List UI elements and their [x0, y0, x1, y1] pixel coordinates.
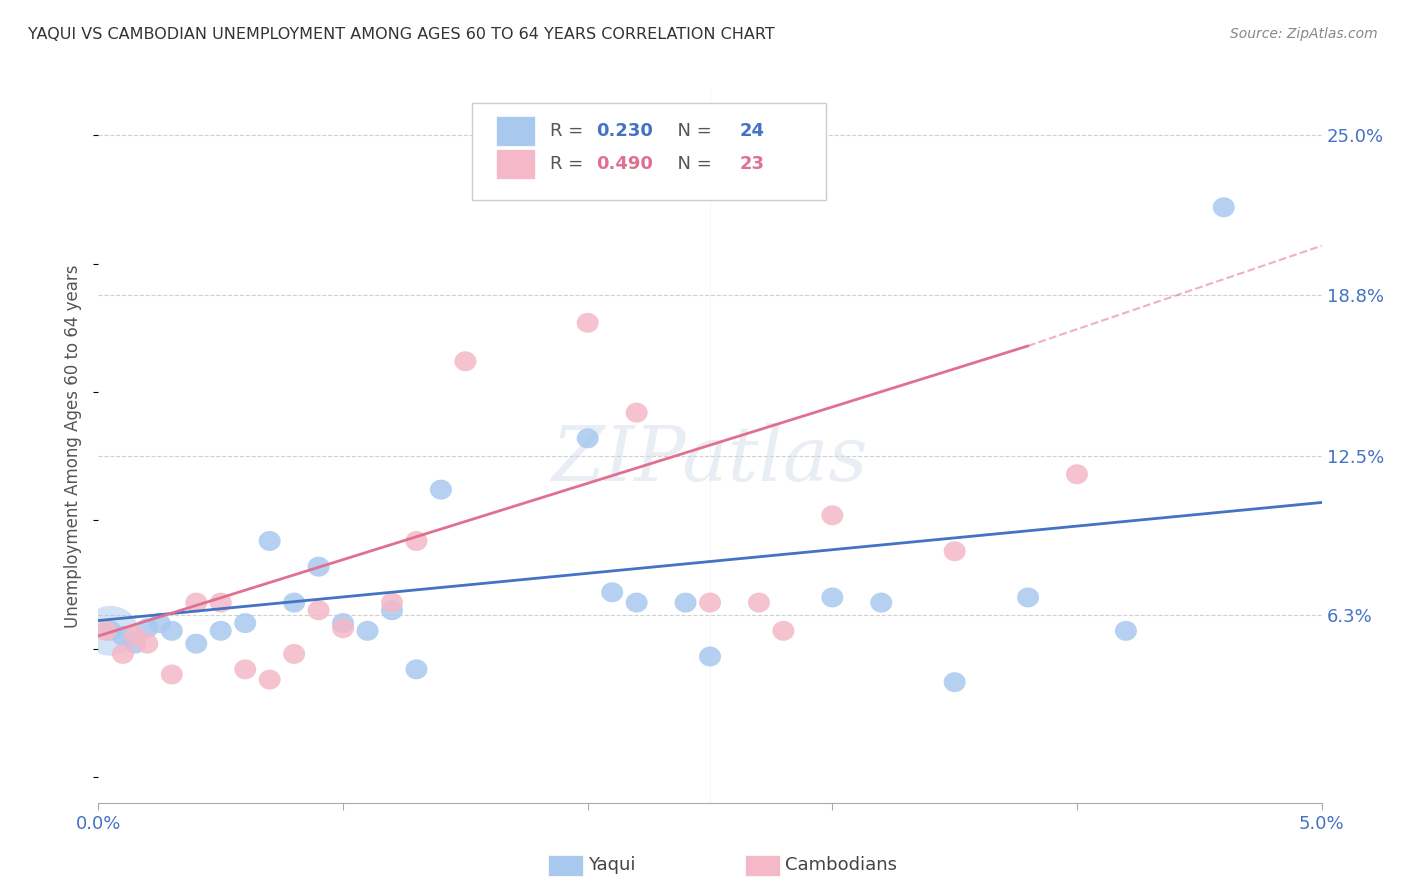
Text: Source: ZipAtlas.com: Source: ZipAtlas.com — [1230, 27, 1378, 41]
Ellipse shape — [235, 659, 256, 680]
Ellipse shape — [112, 644, 134, 664]
Ellipse shape — [454, 351, 477, 371]
Ellipse shape — [381, 592, 404, 613]
Ellipse shape — [405, 531, 427, 551]
Ellipse shape — [124, 626, 146, 646]
Ellipse shape — [699, 647, 721, 666]
Ellipse shape — [124, 633, 146, 654]
Ellipse shape — [209, 621, 232, 640]
Ellipse shape — [186, 592, 207, 613]
FancyBboxPatch shape — [496, 149, 536, 179]
Text: R =: R = — [550, 121, 589, 139]
Text: 0.490: 0.490 — [596, 155, 654, 173]
Ellipse shape — [1115, 621, 1137, 640]
Ellipse shape — [94, 621, 117, 640]
Ellipse shape — [699, 592, 721, 613]
Ellipse shape — [332, 618, 354, 639]
Ellipse shape — [675, 592, 696, 613]
Ellipse shape — [430, 480, 451, 500]
Ellipse shape — [870, 592, 893, 613]
Text: 0.230: 0.230 — [596, 121, 654, 139]
Text: Yaqui: Yaqui — [588, 856, 636, 874]
Ellipse shape — [602, 582, 623, 602]
Text: N =: N = — [666, 155, 717, 173]
Ellipse shape — [821, 588, 844, 607]
Text: 24: 24 — [740, 121, 765, 139]
Ellipse shape — [100, 621, 122, 640]
Ellipse shape — [1017, 588, 1039, 607]
Text: N =: N = — [666, 121, 717, 139]
FancyBboxPatch shape — [471, 103, 827, 200]
Ellipse shape — [283, 644, 305, 664]
Ellipse shape — [357, 621, 378, 640]
Ellipse shape — [235, 613, 256, 633]
Text: R =: R = — [550, 155, 589, 173]
Ellipse shape — [209, 592, 232, 613]
Y-axis label: Unemployment Among Ages 60 to 64 years: Unemployment Among Ages 60 to 64 years — [65, 264, 83, 628]
Ellipse shape — [149, 613, 170, 633]
Ellipse shape — [308, 557, 329, 576]
Ellipse shape — [136, 633, 159, 654]
Ellipse shape — [1066, 464, 1088, 484]
Ellipse shape — [1213, 197, 1234, 218]
Ellipse shape — [821, 505, 844, 525]
Ellipse shape — [186, 633, 207, 654]
Ellipse shape — [112, 626, 134, 646]
Ellipse shape — [136, 618, 159, 639]
Ellipse shape — [160, 665, 183, 684]
Ellipse shape — [283, 592, 305, 613]
Ellipse shape — [748, 592, 770, 613]
Ellipse shape — [405, 659, 427, 680]
Ellipse shape — [259, 670, 281, 690]
Ellipse shape — [83, 606, 138, 656]
Ellipse shape — [576, 313, 599, 333]
FancyBboxPatch shape — [496, 116, 536, 145]
Ellipse shape — [160, 621, 183, 640]
Text: 23: 23 — [740, 155, 765, 173]
Text: Cambodians: Cambodians — [785, 856, 897, 874]
Ellipse shape — [626, 592, 648, 613]
Ellipse shape — [332, 613, 354, 633]
Ellipse shape — [943, 673, 966, 692]
Ellipse shape — [308, 600, 329, 620]
Ellipse shape — [259, 531, 281, 551]
Ellipse shape — [626, 402, 648, 423]
Ellipse shape — [576, 428, 599, 449]
Text: ZIPatlas: ZIPatlas — [551, 424, 869, 497]
Ellipse shape — [381, 600, 404, 620]
Ellipse shape — [772, 621, 794, 640]
Text: YAQUI VS CAMBODIAN UNEMPLOYMENT AMONG AGES 60 TO 64 YEARS CORRELATION CHART: YAQUI VS CAMBODIAN UNEMPLOYMENT AMONG AG… — [28, 27, 775, 42]
Ellipse shape — [943, 541, 966, 561]
